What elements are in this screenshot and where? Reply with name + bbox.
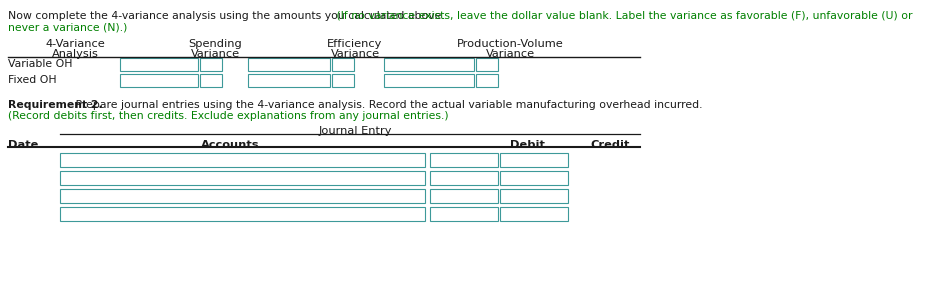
Text: Prepare journal entries using the 4-variance analysis. Record the actual variabl: Prepare journal entries using the 4-vari… (72, 100, 702, 110)
Text: Variance: Variance (485, 49, 535, 59)
Bar (60, 207, 425, 221)
Text: 4-Variance: 4-Variance (45, 39, 105, 49)
Text: Fixed OH: Fixed OH (8, 75, 57, 85)
Bar (500, 153, 568, 167)
Text: Credit: Credit (590, 140, 629, 150)
Text: Variance: Variance (191, 49, 239, 59)
Text: Now complete the 4-variance analysis using the amounts you calculated above.: Now complete the 4-variance analysis usi… (8, 11, 445, 21)
Text: Analysis: Analysis (51, 49, 98, 59)
Bar (200, 74, 222, 87)
Text: Variable OH: Variable OH (8, 59, 73, 69)
Text: Date: Date (8, 140, 38, 150)
Text: Debit: Debit (510, 140, 545, 150)
Text: Journal Entry: Journal Entry (318, 126, 392, 136)
Bar (500, 189, 568, 203)
Text: Efficiency: Efficiency (327, 39, 382, 49)
Bar (60, 171, 425, 185)
Bar (332, 74, 354, 87)
Bar (120, 58, 198, 71)
Bar (60, 153, 425, 167)
Bar (120, 74, 198, 87)
Bar (430, 153, 498, 167)
Bar (200, 58, 222, 71)
Bar (430, 207, 498, 221)
Bar (500, 171, 568, 185)
Text: Requirement 2.: Requirement 2. (8, 100, 103, 110)
Text: Production-Volume: Production-Volume (456, 39, 564, 49)
Text: never a variance (N).): never a variance (N).) (8, 22, 127, 32)
Text: (If no variance exists, leave the dollar value blank. Label the variance as favo: (If no variance exists, leave the dollar… (333, 11, 913, 21)
Bar (332, 58, 354, 71)
Bar (248, 74, 330, 87)
Text: Accounts: Accounts (201, 140, 259, 150)
Text: Variance: Variance (330, 49, 380, 59)
Bar (476, 58, 498, 71)
Bar (430, 171, 498, 185)
Bar (248, 58, 330, 71)
Bar (384, 58, 474, 71)
Bar (500, 207, 568, 221)
Bar (384, 74, 474, 87)
Bar (60, 189, 425, 203)
Bar (430, 189, 498, 203)
Text: (Record debits first, then credits. Exclude explanations from any journal entrie: (Record debits first, then credits. Excl… (8, 111, 449, 121)
Text: Spending: Spending (188, 39, 242, 49)
Bar (476, 74, 498, 87)
